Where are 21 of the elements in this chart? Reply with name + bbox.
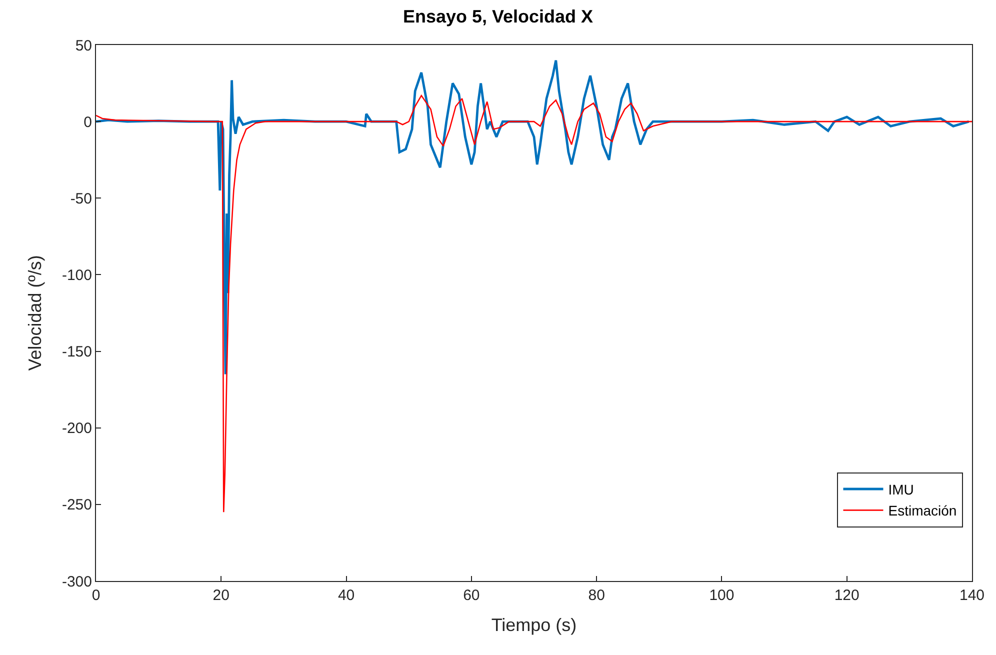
chart-title: Ensayo 5, Velocidad X (402, 6, 594, 26)
x-tick-label: 100 (709, 587, 734, 604)
line-series (96, 59, 970, 376)
y-tick-label: -200 (62, 420, 92, 438)
x-tick-label: 60 (463, 587, 480, 604)
y-tick-label: 50 (75, 37, 92, 54)
x-tick-label: 80 (588, 587, 605, 604)
x-axis-title: Tiempo (s) (491, 615, 577, 636)
x-tick-label: 40 (338, 587, 355, 604)
y-tick-label: -150 (62, 344, 92, 361)
y-axis-title: Velocidad (º/s) (25, 255, 46, 371)
y-tick-label: -250 (62, 496, 92, 514)
x-tick-label: 120 (834, 587, 860, 604)
y-tick-label: -50 (70, 190, 92, 208)
legend-label: IMU (888, 481, 914, 498)
y-tick-label: 0 (84, 114, 92, 131)
legend-label: Estimación (888, 502, 957, 519)
x-tick-label: 140 (959, 587, 985, 604)
y-tick-label: -300 (62, 573, 92, 590)
x-tick-label: 20 (212, 587, 230, 604)
y-tick-label: -100 (62, 266, 92, 284)
